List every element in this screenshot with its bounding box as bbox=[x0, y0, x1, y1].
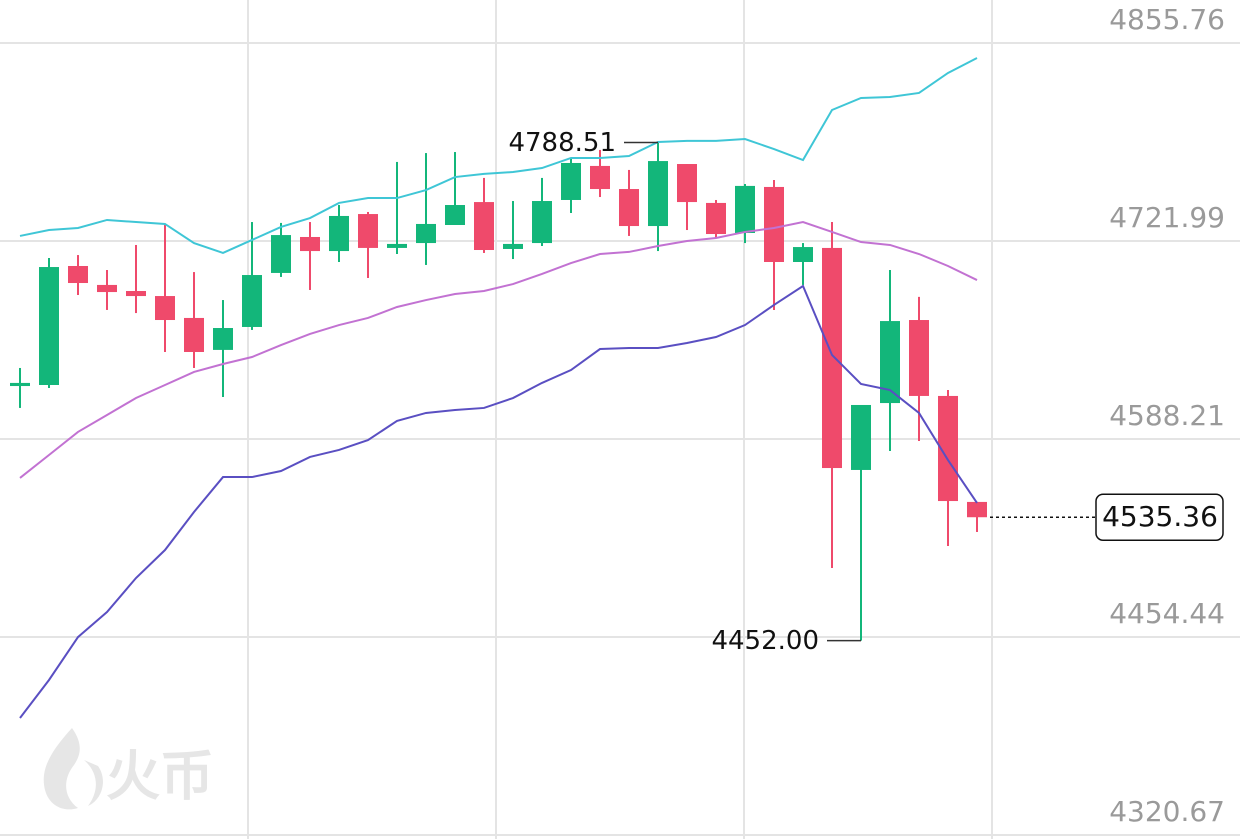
candle-body bbox=[880, 321, 900, 404]
candle-body bbox=[242, 275, 262, 327]
candle-body bbox=[474, 202, 494, 251]
candle-body bbox=[764, 186, 784, 262]
y-tick-label: 4454.44 bbox=[1109, 597, 1225, 630]
candle-body bbox=[126, 291, 146, 297]
candle-body bbox=[532, 201, 552, 244]
annotation-label: 4452.00 bbox=[711, 626, 819, 656]
candle-body bbox=[677, 164, 697, 203]
candle-body bbox=[155, 296, 175, 321]
candle-body bbox=[97, 284, 117, 293]
candle-body bbox=[938, 395, 958, 502]
annotation-label: 4788.51 bbox=[508, 128, 616, 158]
candle-body bbox=[387, 243, 407, 248]
y-tick-label: 4588.21 bbox=[1109, 399, 1225, 432]
candle-body bbox=[68, 265, 88, 284]
candle-body bbox=[10, 382, 30, 387]
candle-body bbox=[909, 320, 929, 396]
candle-body bbox=[445, 205, 465, 225]
watermark-flame bbox=[43, 728, 80, 810]
candle-body bbox=[358, 214, 378, 248]
watermark-flame bbox=[84, 760, 103, 806]
candle-body bbox=[184, 317, 204, 352]
candle-body bbox=[590, 165, 610, 190]
candle-body bbox=[329, 215, 349, 252]
y-tick-label: 4721.99 bbox=[1109, 201, 1225, 234]
candle-body bbox=[735, 185, 755, 233]
y-tick-label: 4320.67 bbox=[1109, 795, 1225, 828]
candle-body bbox=[619, 189, 639, 227]
candle-body bbox=[793, 247, 813, 262]
candle-body bbox=[300, 236, 320, 252]
candle-body bbox=[503, 243, 523, 249]
band-line bbox=[19, 284, 978, 719]
band-line bbox=[19, 57, 978, 255]
candle-body bbox=[39, 267, 59, 385]
candle-body bbox=[822, 247, 842, 469]
candle-body bbox=[967, 501, 987, 518]
vertical-grid bbox=[247, 0, 993, 839]
candle-body bbox=[561, 162, 581, 200]
last-price-label: 4535.36 bbox=[1102, 500, 1218, 533]
candle-body bbox=[851, 404, 871, 470]
candle-body bbox=[271, 235, 291, 273]
last-price-box bbox=[1095, 493, 1224, 541]
band-line bbox=[19, 221, 978, 479]
candle-body bbox=[416, 223, 436, 244]
y-tick-label: 4855.76 bbox=[1109, 3, 1225, 36]
candle-body bbox=[213, 328, 233, 350]
candle-body bbox=[648, 161, 668, 227]
watermark: 火币 bbox=[106, 745, 214, 808]
candle-body bbox=[706, 202, 726, 235]
watermark-logo: 火币 bbox=[43, 728, 214, 810]
